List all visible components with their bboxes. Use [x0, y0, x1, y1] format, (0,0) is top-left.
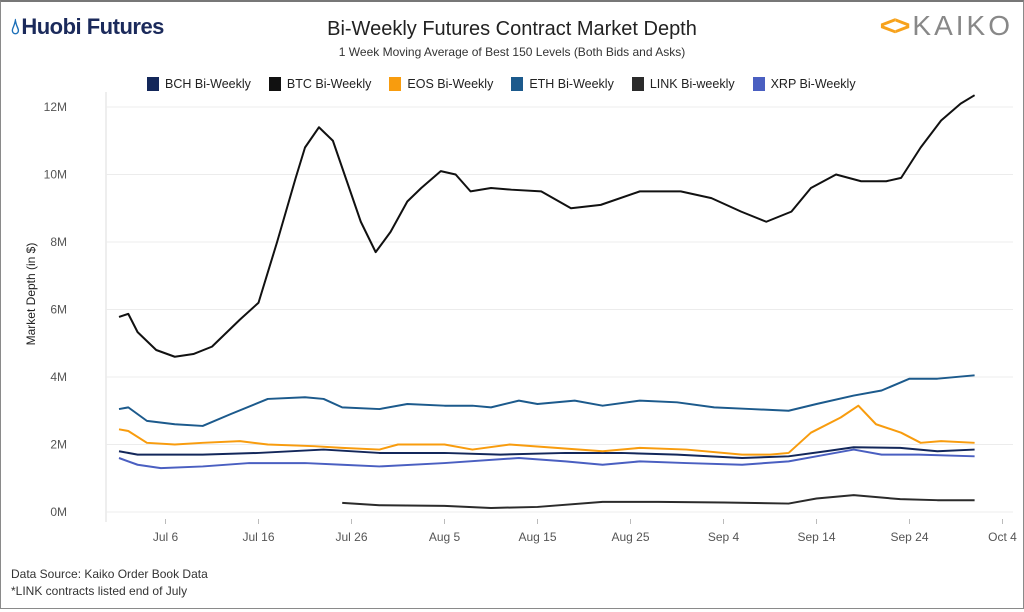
x-tick-label: Jul 26 [335, 530, 367, 544]
huobi-logo-text: Huobi Futures [21, 14, 164, 39]
x-tick-label: Sep 4 [708, 530, 740, 544]
chart-title: Bi-Weekly Futures Contract Market Depth [327, 18, 697, 40]
x-tick-label: Aug 5 [429, 530, 461, 544]
huobi-futures-logo: 💧︎Huobi Futures [11, 14, 164, 39]
legend: BCH Bi-Weekly BTC Bi-Weekly EOS Bi-Weekly E… [147, 77, 856, 91]
x-tick-label: Aug 15 [518, 530, 556, 544]
x-tick-label: Jul 6 [153, 530, 179, 544]
chart-subtitle: 1 Week Moving Average of Best 150 Levels… [338, 45, 686, 59]
y-tick-label: 2M [50, 438, 67, 452]
x-tick-label: Sep 14 [797, 530, 835, 544]
link-footnote: *LINK contracts listed end of July [11, 584, 188, 598]
series-line-eos-bi-weekly [118, 404, 975, 456]
series-line-eth-bi-weekly [118, 374, 975, 427]
legend-swatch [268, 77, 281, 91]
legend-swatch [511, 77, 524, 91]
legend-item-eth-bi-weekly[interactable]: ETH Bi-Weekly [511, 77, 614, 91]
legend-swatch [147, 77, 159, 91]
series-line-xrp-bi-weekly [118, 448, 975, 470]
y-tick-label: 4M [50, 370, 67, 384]
x-tick-label: Jul 16 [242, 530, 274, 544]
series-line-bch-bi-weekly [118, 446, 975, 459]
y-tick-label: 10M [44, 168, 67, 182]
series-line-link-bi-weekly [342, 494, 975, 509]
x-tick-label: Oct 4 [988, 530, 1017, 544]
legend-swatch [752, 77, 765, 91]
kaiko-logo: <> KAIKO [879, 10, 1013, 41]
y-tick-label: 12M [44, 100, 67, 114]
legend-item-btc-bi-weekly[interactable]: BTC Bi-Weekly [268, 77, 372, 91]
y-tick-label: 0M [50, 505, 67, 519]
series-line-btc-bi-weekly [118, 94, 976, 358]
legend-label: EOS Bi-Weekly [407, 77, 494, 91]
legend-swatch [631, 77, 644, 91]
legend-item-bch-bi-weekly[interactable]: BCH Bi-Weekly [147, 77, 251, 91]
legend-swatch [389, 77, 402, 91]
legend-label: BCH Bi-Weekly [165, 77, 251, 91]
kaiko-logo-text: KAIKO [912, 10, 1013, 41]
legend-item-xrp-bi-weekly[interactable]: XRP Bi-Weekly [752, 77, 856, 91]
y-tick-label: 8M [50, 235, 67, 249]
y-tick-label: 6M [50, 303, 67, 317]
legend-item-eos-bi-weekly[interactable]: EOS Bi-Weekly [389, 77, 493, 91]
data-source-note: Data Source: Kaiko Order Book Data [11, 567, 208, 581]
x-tick-label: Aug 25 [611, 530, 649, 544]
legend-label: BTC Bi-Weekly [286, 77, 372, 91]
legend-label: ETH Bi-Weekly [529, 77, 614, 91]
legend-label: LINK Bi-weekly [649, 77, 735, 91]
legend-item-link-bi-weekly[interactable]: LINK Bi-weekly [631, 77, 735, 91]
x-tick-label: Sep 24 [890, 530, 928, 544]
legend-label: XRP Bi-Weekly [770, 77, 856, 91]
